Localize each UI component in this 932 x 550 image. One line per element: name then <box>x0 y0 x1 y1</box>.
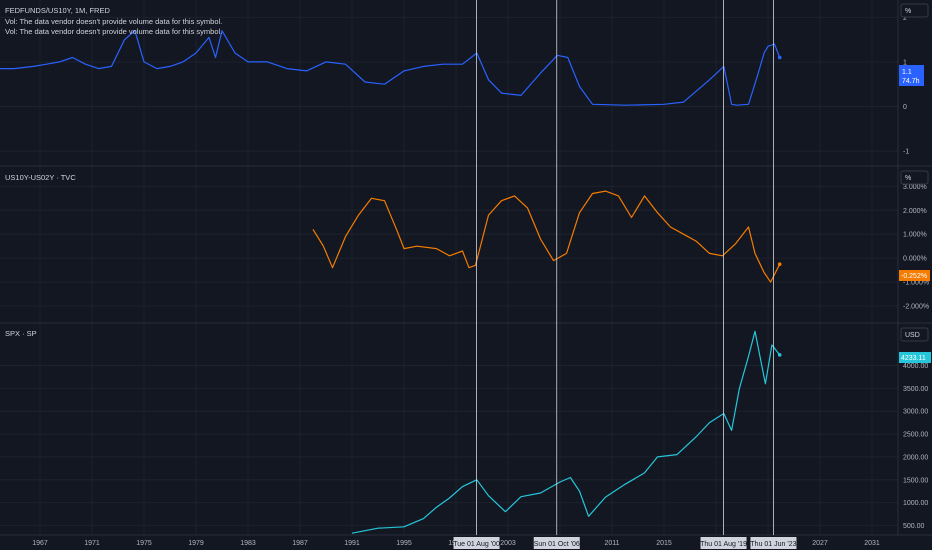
ratio-pane-title: FEDFUNDS/US10Y, 1M, FRED <box>5 6 110 15</box>
ratio-pane-vol-line-1: Vol: The data vendor doesn't provide vol… <box>5 17 222 26</box>
series-line-ratio <box>0 30 781 106</box>
price-axis-tick-label: -1.000% <box>903 280 929 287</box>
last-point-dot <box>777 262 782 266</box>
ratio-last-value-badge: 1.1 74.7h <box>899 65 924 86</box>
price-axis-tick-label: 1000.00 <box>903 500 928 507</box>
spread-last-value: -0.252% <box>901 273 927 280</box>
time-axis-year-label: 1983 <box>240 540 256 547</box>
ratio-pane-vol-line-2: Vol: The data vendor doesn't provide vol… <box>5 27 222 36</box>
series-layer <box>0 30 782 534</box>
last-point-dot <box>777 353 782 357</box>
time-axis-year-label: 1987 <box>292 540 308 547</box>
last-point-dot <box>777 55 782 60</box>
price-axis-tick-label: -1 <box>903 149 909 156</box>
spx-unit-label: USD <box>905 332 920 339</box>
time-marker-badge <box>533 537 580 549</box>
time-axis-year-label: 1991 <box>344 540 360 547</box>
price-axis-tick-label: 3.000% <box>903 184 927 191</box>
series-line-spx <box>351 330 781 534</box>
time-marker-badge <box>700 537 747 549</box>
spx-pane-title: SPX · SP <box>5 329 37 338</box>
time-axis-year-label: 2031 <box>864 540 880 547</box>
spread-unit-box[interactable]: % <box>900 170 929 185</box>
time-axis-year-label: 2027 <box>812 540 828 547</box>
price-axis-tick-label: 4000.00 <box>903 363 928 370</box>
price-axis-ticks: 2 1 0 -1 3.000% 2.000% 1.000% 0.000% -1.000% -2.0… <box>903 15 929 530</box>
time-axis-year-label: 1967 <box>32 540 48 547</box>
time-axis-year-label: 2003 <box>500 540 516 547</box>
price-axis-tick-label: 1 <box>903 59 907 66</box>
price-axis-tick-label: 0 <box>903 104 907 111</box>
price-axis-tick-label: 3000.00 <box>903 409 928 416</box>
price-axis-tick-label: 2500.00 <box>903 432 928 439</box>
time-marker-badge <box>750 537 797 549</box>
spread-last-value-badge: -0.252% <box>899 270 930 281</box>
price-axis-tick-label: -2.000% <box>903 304 929 311</box>
time-axis-year-label: 1979 <box>188 540 204 547</box>
spread-unit-label: % <box>905 175 911 182</box>
time-axis-year-label: 1975 <box>136 540 152 547</box>
vertical-marker-lines <box>476 0 774 535</box>
time-axis-year-label: 2015 <box>656 540 672 547</box>
time-marker-label: Tue 01 Aug '00 <box>453 541 500 548</box>
time-axis-year-label: 1971 <box>84 540 100 547</box>
time-axis-year-label: 1995 <box>396 540 412 547</box>
price-axis-tick-label: 500.00 <box>903 523 925 530</box>
spx-last-value: 4233.11 <box>901 355 926 362</box>
time-axis[interactable]: 1967197119751979198319871991199519992003… <box>32 537 880 549</box>
ratio-last-value-sub: 74.7h <box>902 78 920 85</box>
time-marker-label: Thu 01 Jun '23 <box>750 541 796 548</box>
grid-lines <box>0 0 898 535</box>
spx-last-value-badge: 4233.11 <box>899 352 931 363</box>
series-line-spread <box>312 190 781 283</box>
ratio-last-value: 1.1 <box>902 69 912 76</box>
ratio-unit-box[interactable]: % <box>900 3 929 18</box>
price-axis-tick-label: 3500.00 <box>903 386 928 393</box>
spx-unit-box[interactable]: USD <box>900 327 929 342</box>
price-axis-tick-label: 2.000% <box>903 208 927 215</box>
price-axis-tick-label: 2 <box>903 15 907 22</box>
time-axis-year-label: 2011 <box>604 540 619 547</box>
price-axis-tick-label: 1.000% <box>903 232 927 239</box>
price-axis-tick-label: 1500.00 <box>903 477 928 484</box>
time-marker-label: Sun 01 Oct '06 <box>534 541 580 548</box>
price-axis-tick-label: 0.000% <box>903 256 927 263</box>
ratio-unit-label: % <box>905 8 911 15</box>
time-marker-badge <box>453 537 500 549</box>
spread-pane-title: US10Y-US02Y · TVC <box>5 173 76 182</box>
price-axis-tick-label: 2000.00 <box>903 454 928 461</box>
time-marker-label: Thu 01 Aug '19 <box>700 541 747 548</box>
